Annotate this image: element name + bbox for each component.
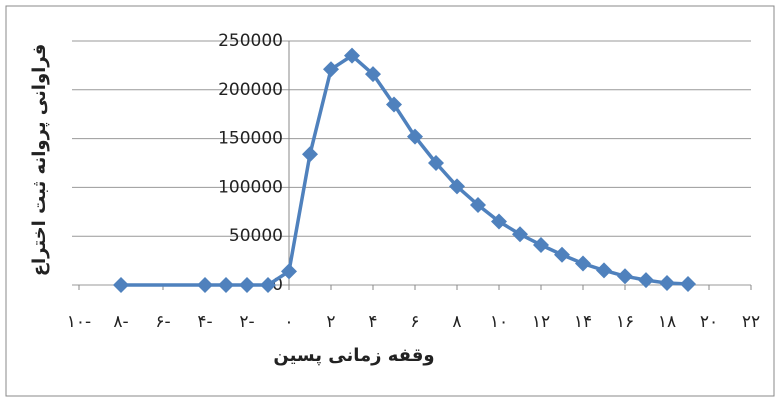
x-tick-label: ۲ bbox=[326, 312, 335, 332]
y-tick-label: 250000 bbox=[218, 31, 283, 51]
x-tick-label: ۱۰ bbox=[490, 312, 508, 332]
x-tick-label: ۱۸ bbox=[658, 312, 676, 332]
x-tick-label: ۲۰ bbox=[700, 312, 718, 332]
x-tick-label: ۰ bbox=[284, 312, 293, 332]
y-tick-label: 100000 bbox=[218, 177, 283, 197]
data-point bbox=[638, 272, 654, 289]
data-point bbox=[533, 236, 549, 253]
data-point bbox=[197, 277, 213, 293]
data-point bbox=[407, 128, 423, 145]
data-point bbox=[554, 246, 570, 263]
x-tick-label: ۲- bbox=[239, 312, 254, 332]
data-point bbox=[281, 263, 297, 280]
x-tick-label: ۸ bbox=[452, 312, 461, 332]
data-point bbox=[491, 213, 507, 230]
data-point bbox=[218, 277, 234, 293]
data-point bbox=[512, 226, 528, 243]
data-point bbox=[470, 196, 486, 213]
data-point bbox=[260, 277, 276, 293]
data-point bbox=[428, 155, 444, 171]
x-tick-label: ۴- bbox=[197, 312, 212, 332]
y-tick-label: 0 bbox=[272, 275, 283, 295]
data-point bbox=[302, 146, 318, 163]
y-tick-label: 50000 bbox=[229, 226, 283, 246]
data-point bbox=[344, 47, 360, 64]
chart-frame bbox=[5, 5, 775, 397]
x-tick-label: ۶ bbox=[410, 312, 419, 332]
x-tick-label: ۱۴ bbox=[574, 312, 592, 332]
x-tick-label: ۱۲ bbox=[532, 312, 550, 332]
data-point bbox=[617, 268, 633, 285]
x-tick-label: ۸- bbox=[113, 312, 128, 332]
y-axis-title: فراوانی پروانه ثبت اختراع bbox=[29, 44, 50, 277]
data-point bbox=[323, 61, 339, 78]
y-tick-label: 150000 bbox=[218, 129, 283, 149]
data-point bbox=[386, 96, 402, 113]
data-point bbox=[596, 262, 612, 279]
x-tick-label: ۴ bbox=[368, 312, 377, 332]
data-point bbox=[239, 277, 255, 293]
x-tick-label: ۶- bbox=[155, 312, 170, 332]
data-point bbox=[365, 66, 381, 83]
data-point bbox=[113, 277, 129, 293]
x-tick-label: ۲۲ bbox=[742, 312, 760, 332]
x-tick-label: ۱۶ bbox=[616, 312, 634, 332]
data-point bbox=[659, 275, 675, 292]
y-tick-label: 200000 bbox=[218, 80, 283, 100]
x-tick-label: ۱۰- bbox=[67, 312, 91, 332]
x-axis-title: وقفه زمانی پسین bbox=[273, 345, 434, 366]
data-point bbox=[575, 255, 591, 272]
data-point bbox=[449, 178, 465, 195]
data-point bbox=[680, 276, 696, 293]
